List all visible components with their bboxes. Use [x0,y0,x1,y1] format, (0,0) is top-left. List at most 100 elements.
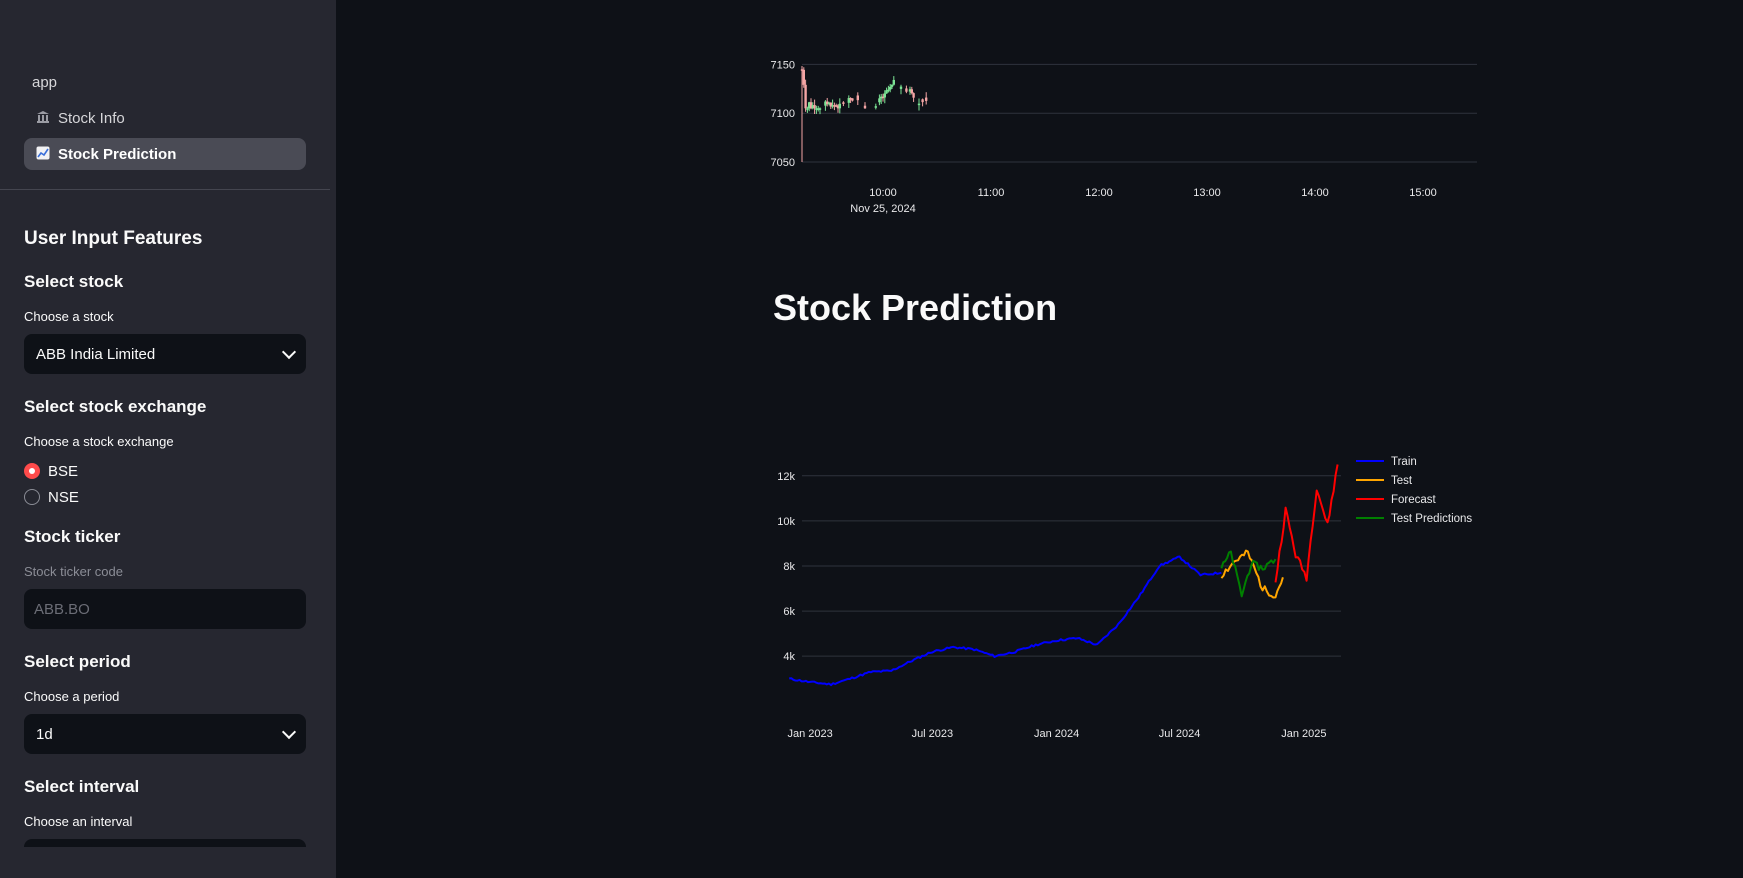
legend-label: Test Predictions [1391,513,1472,525]
candle-body [889,86,892,90]
candle-body [881,96,885,99]
y-tick-label: 6k [783,606,795,618]
candle-body [833,105,836,107]
user-input-features: User Input Features Select stock Choose … [24,228,306,847]
y-tick-label: 7150 [771,59,795,71]
nav-item-label: app [32,73,58,91]
candle-body [921,99,924,103]
candle-body [910,89,913,94]
x-tick-label: 14:00 [1301,187,1329,199]
stock-select-value: ABB India Limited [36,345,156,363]
series-line-forecast [1274,464,1339,583]
candle-body [887,89,890,92]
candle-body [811,105,814,109]
legend-label: Forecast [1391,494,1437,506]
y-tick-label: 8k [783,561,795,573]
x-tick-label: 10:00 [869,187,897,199]
candle-body [912,93,915,98]
ticker-code-label: Stock ticker code [24,564,123,579]
candle-body [809,102,813,109]
choose-stock-label: Choose a stock [24,309,114,324]
sidebar: app Stock Info Stock Prediction User Inp… [0,0,336,878]
candle-body [818,108,822,110]
y-tick-label: 7100 [771,108,795,120]
candle-body [925,97,928,101]
bank-icon [34,110,52,127]
select-exchange-heading: Select stock exchange [24,397,207,416]
series-line-test-predictions [1220,550,1277,598]
candle-body [905,88,908,92]
candle-body [831,105,834,107]
candle-body [824,101,827,106]
candle-body [883,93,886,98]
candle-body [917,103,921,106]
nav-item-stock-prediction[interactable]: Stock Prediction [24,138,306,170]
candle-body [808,102,811,109]
chart-increasing-icon [34,146,52,163]
candle-body [892,79,895,85]
candle-body [829,102,832,107]
select-interval-heading: Select interval [24,777,140,796]
candle-body [835,105,838,107]
x-tick-label: Jan 2025 [1281,728,1326,740]
interval-select[interactable] [24,839,306,847]
prediction-chart[interactable]: 4k 6k 8k 10k 12k Jan 2023 Jul 2023 Jan 2024 Jul… [336,440,1743,760]
x-tick-label: Jul 2024 [1159,728,1201,740]
sidebar-nav: app Stock Info Stock Prediction [24,66,306,174]
stock-select[interactable]: ABB India Limited [24,334,306,374]
nav-item-app[interactable]: app [24,66,306,98]
series-line-test [1220,549,1284,599]
legend-label: Test [1391,475,1413,487]
radio-selected-icon[interactable] [24,463,40,479]
nav-item-stock-info[interactable]: Stock Info [24,102,306,134]
candle-body [890,84,894,87]
candle-body [856,95,859,101]
x-tick-label: 15:00 [1409,187,1437,199]
nav-item-label: Stock Prediction [58,145,177,163]
candle-body [817,108,820,110]
y-tick-label: 4k [783,651,795,663]
candle-body [849,98,852,100]
x-tick-label: Jan 2023 [787,728,832,740]
candle-body [802,69,805,85]
candlestick-chart[interactable]: 7050 7100 7150 10:00 11:00 12:00 13:00 14:00 15… [336,0,1743,230]
radio-label: BSE [48,462,79,480]
x-tick-label: Jul 2023 [912,728,954,740]
nav-item-label: Stock Info [58,109,125,127]
ticker-input-value: ABB.BO [34,600,90,618]
candle-body [836,105,840,109]
choose-exchange-label: Choose a stock exchange [24,434,174,449]
select-stock-heading: Select stock [24,272,124,291]
candle-body [851,98,854,101]
candle-body [827,102,831,105]
sidebar-title: User Input Features [24,228,203,249]
candle-body [878,98,881,103]
candle-body [838,103,841,109]
x-tick-label: 11:00 [978,187,1005,199]
chevron-down-icon [281,724,297,740]
series-line-train [789,555,1222,687]
candle-body [804,84,807,109]
radio-option-nse[interactable]: NSE [24,484,306,510]
y-tick-label: 10k [777,516,795,528]
period-select[interactable]: 1d [24,714,306,754]
main-content: 7050 7100 7150 10:00 11:00 12:00 13:00 14:00 15… [336,0,1743,878]
candle-body [899,86,903,89]
radio-option-bse[interactable]: BSE [24,458,306,484]
exchange-radio-group: BSE NSE [24,458,306,510]
candle-body [863,105,867,109]
y-tick-label: 7050 [771,157,795,169]
radio-unselected-icon[interactable] [24,489,40,505]
x-tick-label: Jan 2024 [1034,728,1079,740]
ticker-input[interactable]: ABB.BO [24,589,306,629]
stock-ticker-heading: Stock ticker [24,527,121,546]
legend-label: Train [1391,456,1417,468]
candle-body [847,98,850,103]
x-tick-label: 12:00 [1085,187,1113,199]
candle-body [880,96,883,99]
candle-body [874,106,877,108]
choose-interval-label: Choose an interval [24,814,133,829]
chevron-down-icon [281,344,297,360]
candle-body [885,90,888,94]
y-tick-label: 12k [777,471,795,483]
